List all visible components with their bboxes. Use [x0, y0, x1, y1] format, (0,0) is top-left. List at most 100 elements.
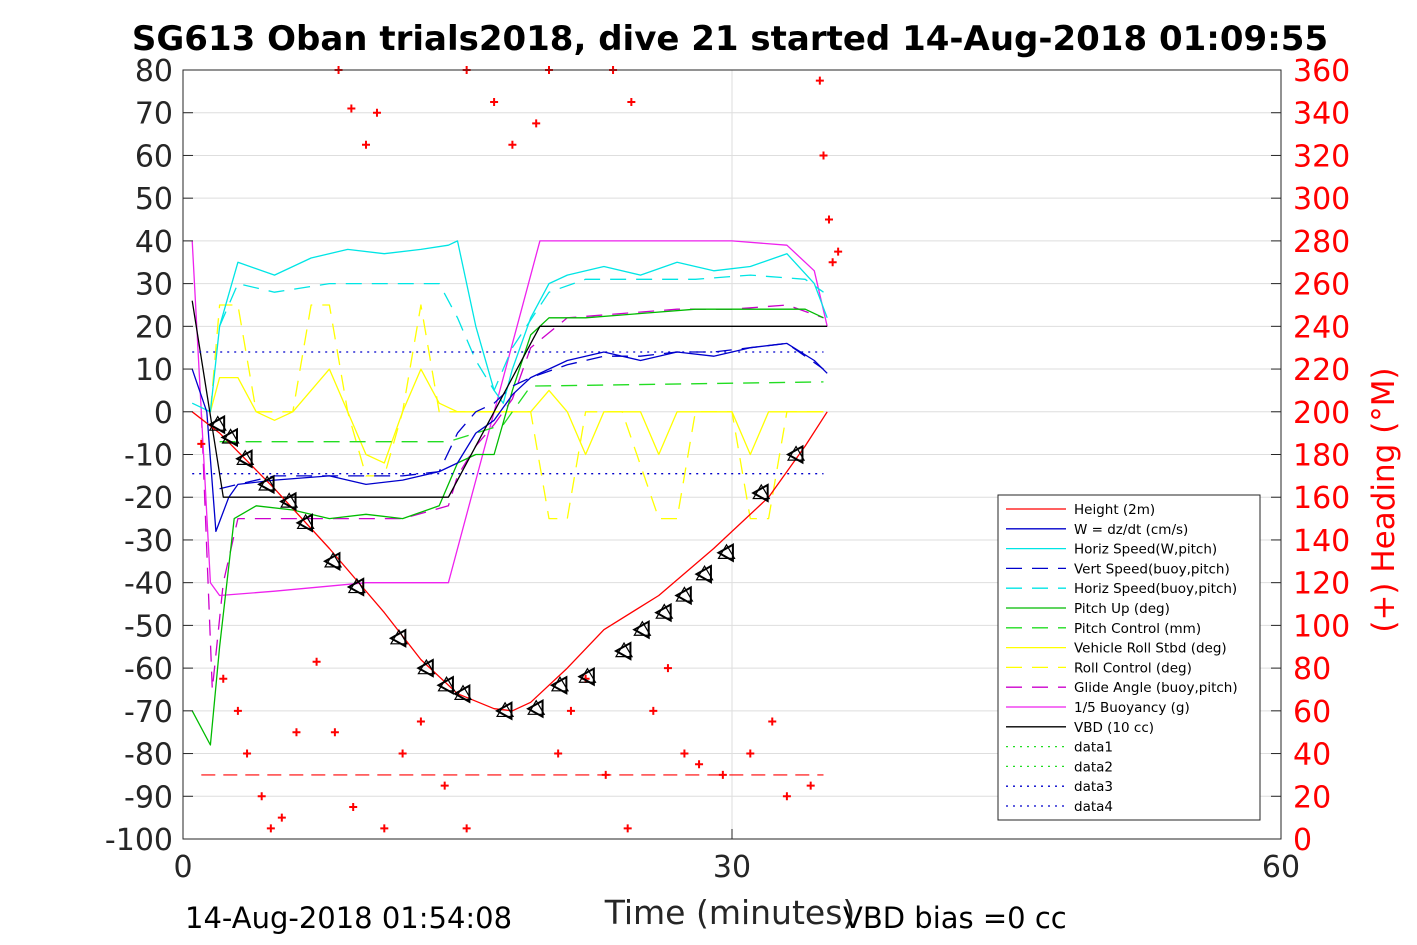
legend-label-14: data3 [1074, 779, 1113, 795]
triangle-marker [751, 483, 769, 503]
y-tick-label: -50 [124, 609, 173, 644]
heading-point [680, 749, 689, 758]
legend: Height (2m) W = dz/dt (cm/s) Horiz Speed(W… [997, 494, 1261, 821]
triangle-marker [296, 513, 315, 530]
legend-label-5: Pitch Up (deg) [1074, 601, 1170, 617]
heading-point [490, 98, 499, 107]
triangle-marker [257, 474, 275, 495]
heading-point [398, 749, 407, 758]
triangle-marker [220, 427, 238, 448]
y-tick-label: 20 [135, 310, 173, 345]
footer-timestamp: 14-Aug-2018 01:54:08 [185, 901, 512, 935]
legend-label-4: Horiz Speed(buoy,pitch) [1074, 581, 1237, 597]
legend-label-0: Height (2m) [1074, 502, 1155, 518]
y-right-tick-label: 120 [1293, 567, 1350, 602]
triangle-marker [787, 445, 806, 461]
y-tick-label: 40 [135, 225, 173, 260]
heading-point [532, 119, 541, 128]
triangle-marker [495, 701, 513, 721]
triangle-marker [614, 641, 634, 658]
y-tick-label: 10 [135, 353, 173, 388]
triangle-marker [752, 483, 771, 500]
heading-point [718, 770, 727, 779]
x-tick-label: 0 [173, 850, 192, 885]
heading-point [243, 749, 252, 758]
x-tick-label: 30 [713, 850, 751, 885]
triangle-marker [674, 585, 692, 606]
y-tick-label: 60 [135, 139, 173, 174]
triangle-marker [323, 551, 341, 572]
y-tick-label: 80 [135, 54, 173, 89]
heading-point [824, 215, 833, 224]
heading-point [554, 749, 563, 758]
triangle-marker [207, 414, 226, 435]
triangle-marker [549, 675, 568, 695]
triangle-markers [207, 414, 806, 721]
legend-label-8: Roll Control (deg) [1074, 660, 1192, 676]
heading-point [266, 824, 275, 833]
heading-point [834, 247, 843, 256]
triangle-marker [785, 444, 804, 465]
triangle-marker [221, 428, 240, 444]
y-right-tick-label: 100 [1293, 609, 1350, 644]
legend-label-10: 1/5 Buoyancy (g) [1074, 700, 1190, 716]
legend-label-3: Vert Speed(buoy,pitch) [1074, 561, 1230, 577]
heading-point [312, 657, 321, 666]
y-right-tick-label: 20 [1293, 780, 1331, 815]
y-tick-label: 50 [135, 182, 173, 217]
y-tick-label: -30 [124, 524, 173, 559]
triangle-marker [654, 602, 672, 623]
right-axis-label: (+) Heading (°M) [1366, 367, 1402, 632]
triangle-marker [453, 684, 473, 700]
y-right-tick-label: 220 [1293, 353, 1350, 388]
legend-label-2: Horiz Speed(W,pitch) [1074, 542, 1217, 558]
legend-label-15: data4 [1074, 799, 1113, 815]
y-tick-label: -40 [124, 567, 173, 602]
y-tick-label: -10 [124, 439, 173, 474]
triangle-marker [550, 676, 570, 692]
y-right-tick-label: 300 [1293, 182, 1350, 217]
x-tick-label: 60 [1262, 850, 1300, 885]
heading-point [819, 151, 828, 160]
heading-point [362, 140, 370, 149]
y-right-tick-label: 260 [1293, 268, 1350, 303]
legend-label-1: W = dz/dt (cm/s) [1074, 522, 1188, 538]
triangle-marker [436, 675, 454, 695]
heading-point [828, 258, 837, 267]
y-tick-label: -60 [124, 652, 173, 687]
series-line-4 [219, 274, 824, 392]
y-right-tick-label: 240 [1293, 310, 1350, 345]
footer-vbd-bias: VBD bias =0 cc [843, 901, 1067, 935]
triangle-marker [417, 658, 436, 675]
y-right-tick-label: 320 [1293, 139, 1350, 174]
legend-label-9: Glide Angle (buoy,pitch) [1074, 680, 1238, 696]
chart-title: SG613 Oban trials2018, dive 21 started 1… [132, 19, 1328, 59]
y-right-tick-label: 60 [1293, 695, 1331, 730]
triangle-marker [655, 603, 674, 619]
heading-point [347, 104, 356, 113]
heading-point [330, 728, 339, 737]
triangle-marker [526, 698, 544, 719]
heading-point [349, 802, 358, 811]
y-right-tick-label: 280 [1293, 225, 1350, 260]
y-tick-label: -70 [124, 695, 173, 730]
heading-point [292, 728, 301, 737]
triangle-marker [324, 552, 343, 568]
triangle-marker [208, 415, 227, 431]
triangle-marker [527, 699, 546, 715]
heading-point [649, 706, 658, 715]
heading-point [197, 439, 206, 448]
series-line-1 [191, 342, 828, 533]
y-right-tick-label: 0 [1293, 823, 1312, 858]
axis-ticks: 80706050403020100-10-20-30-40-50-60-70-8… [105, 54, 1350, 885]
triangle-marker [416, 658, 434, 678]
triangle-marker [452, 684, 471, 704]
y-right-tick-label: 80 [1293, 652, 1331, 687]
series-line-2 [191, 240, 828, 413]
heading-point [416, 717, 425, 726]
triangle-marker [235, 449, 253, 469]
heading-point [277, 813, 286, 822]
triangle-marker [632, 619, 650, 640]
y-tick-label: 70 [135, 97, 173, 132]
